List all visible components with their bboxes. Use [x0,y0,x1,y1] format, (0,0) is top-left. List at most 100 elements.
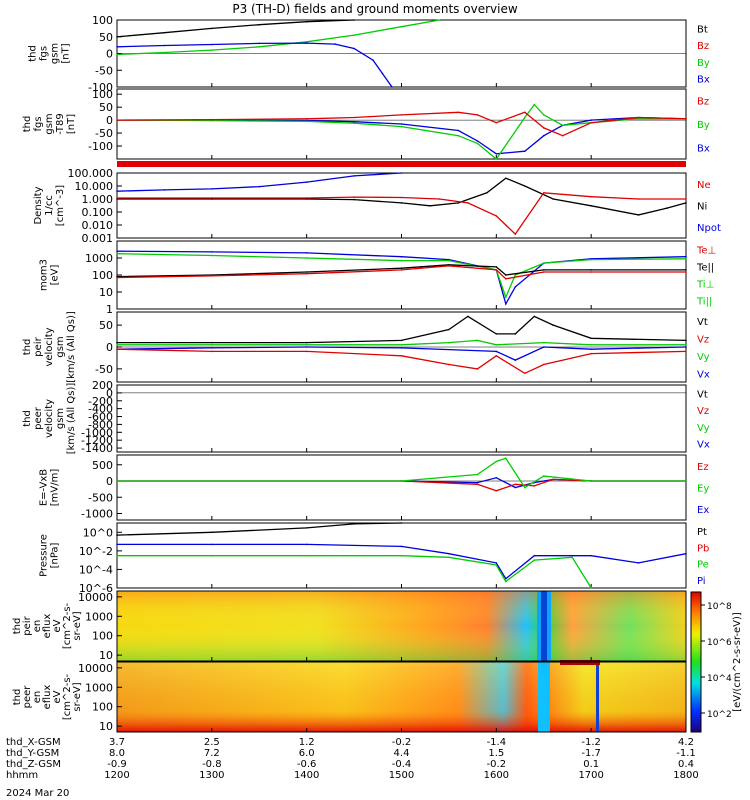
y-axis-label: velocity [44,399,55,438]
data-point [637,118,640,120]
spectrogram-axis-peer_en: 10000 1000 100 10 thd peer en eflux eV [cm^2-s-sr… [12,661,687,733]
data-point [524,486,526,489]
data-point [438,198,441,200]
colorbar-tick-label: 10^2 [707,710,732,720]
y-axis-label: thd [12,618,23,635]
legend-entry: Ti|| [696,297,712,308]
ephemeris-value: -0.8 [202,759,222,770]
data-point [685,350,687,353]
data-point [495,215,498,217]
data-point [400,344,403,346]
data-point [400,267,403,270]
y-axis-label: velocity [44,327,55,366]
y-tick-label: -50 [95,64,113,77]
y-tick-label: -200 [88,395,113,408]
data-point [685,269,687,271]
ephemeris-value: 4.2 [678,737,694,748]
y-axis-label: eflux [42,614,53,639]
data-point [561,134,564,137]
y-tick-label: 200 [92,379,113,392]
data-point [495,266,498,268]
data-point [163,31,166,34]
data-point [305,341,308,344]
y-axis-label: sr-eV] [72,611,83,640]
ephemeris-value: -1.7 [581,748,601,759]
y-tick-label: -800 [88,418,113,431]
y-axis-label: [cm^2-s- [62,673,73,720]
data-point [685,271,687,273]
data-point [116,36,118,38]
data-point [524,116,526,119]
data-point [495,121,498,124]
data-point [495,344,498,346]
data-point [305,344,308,346]
y-axis-label: [nPa] [50,542,61,568]
data-point [400,125,403,128]
y-tick-label: 1 [106,303,113,316]
data-point [495,477,498,479]
data-point [211,118,213,121]
data-point [476,142,479,145]
colorbar-ticks: 10^8 10^6 10^4 10^2 [701,602,732,720]
data-point [685,258,687,260]
data-point [533,554,536,557]
data-point [391,86,393,88]
ephemeris-value: -1.1 [676,748,696,759]
data-point [353,122,355,124]
data-point [448,259,450,262]
data-point [211,49,213,51]
data-point [476,339,479,342]
y-tick-label: 10000 [78,591,113,604]
data-point [476,114,479,116]
data-point [211,543,213,546]
data-point [400,522,403,524]
data-point [211,554,213,557]
data-point [211,188,213,190]
y-axis-label: thd [12,689,23,706]
legend-entry: Vz [697,406,709,417]
y-axis-label: [nT] [61,43,72,63]
data-point [211,531,213,534]
y-axis-label: peer [22,685,33,709]
data-point [505,274,507,276]
data-point [211,344,213,346]
data-point [590,195,592,198]
data-point [400,123,403,125]
y-tick-label: 100 [92,630,113,643]
colorbar-tick-label: 10^4 [707,674,732,684]
data-point [258,185,261,188]
ephemeris-value: 7.2 [204,748,220,759]
data-point [305,350,308,353]
data-point [116,250,118,252]
data-point [666,207,668,209]
panel-vel_peir: 50 0 -50 thd peir velocity gsm [km/s (All Qs)] V… [22,311,710,383]
ephemeris-value: -1.2 [581,737,601,748]
data-point [685,480,687,482]
data-point [211,43,213,46]
y-axis-label: thd [22,116,33,133]
data-point [163,189,166,191]
y-tick-label: -1000 [81,426,113,439]
data-point [305,252,308,254]
data-point [116,53,118,56]
data-point [571,556,573,559]
data-point [305,272,308,275]
data-point [524,185,526,187]
data-point [372,59,374,61]
data-point [116,119,118,121]
data-point [505,457,507,460]
data-point [211,275,213,277]
legend-entry: By [697,120,710,131]
data-point [116,197,118,199]
colorbar-tick-label: 10^6 [707,638,732,648]
data-point [514,333,517,335]
series-line-Te⊥ [116,265,686,280]
ephemeris-value: 1.5 [488,748,504,759]
data-point [543,363,545,366]
data-point [400,355,403,357]
colorbar-label: [eV/(cm^2-s-sr-eV)] [732,612,743,712]
data-point [305,120,308,123]
